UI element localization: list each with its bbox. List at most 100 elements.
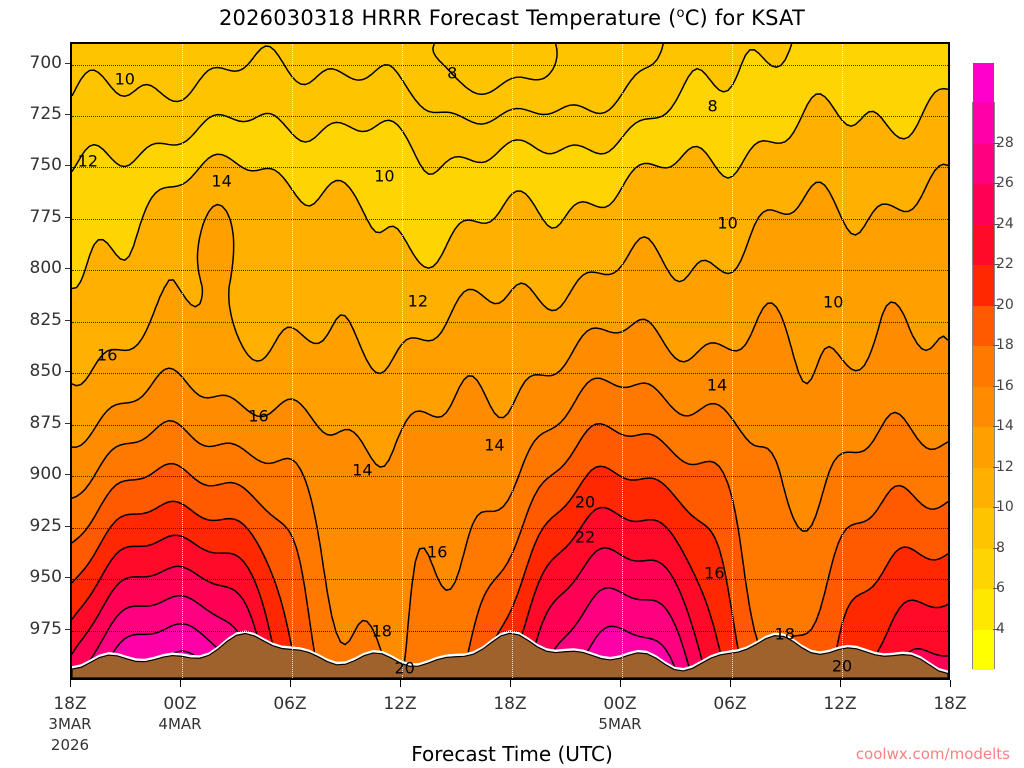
contour-label: 16: [248, 406, 269, 426]
x-axis-tick-mark: [950, 680, 951, 687]
y-axis-tick-mark: [65, 165, 70, 167]
gridline-vertical: [732, 44, 733, 678]
colorbar-tick-mark: [993, 628, 999, 630]
colorbar-band: [973, 508, 994, 549]
colorbar-tick-label: 6: [996, 580, 1005, 596]
gridline-horizontal: [72, 270, 948, 272]
colorbar-band: [973, 467, 994, 508]
y-axis-tick-mark: [65, 628, 70, 630]
contour-line: [72, 422, 948, 678]
colorbar-band: [973, 427, 994, 468]
gridline-horizontal: [72, 527, 948, 529]
contour-label: 20: [394, 658, 415, 678]
contour-label: 12: [77, 151, 99, 171]
colorbar-band: [973, 589, 994, 630]
x-axis-tick-label: 18Z: [53, 694, 87, 714]
contour-line: [72, 377, 948, 678]
shading-svg: [72, 44, 948, 678]
contour-label: 14: [484, 435, 505, 455]
contour-label: 8: [447, 63, 458, 83]
credit-link[interactable]: coolwx.com/modelts: [855, 745, 1010, 763]
contour-label: 10: [114, 69, 135, 89]
contour-label: 10: [823, 292, 844, 312]
contour-line: [72, 465, 948, 678]
colorbar-tick-mark: [993, 466, 999, 468]
gridline-horizontal: [72, 64, 948, 66]
contour-label: 10: [717, 213, 738, 233]
y-axis-tick-label: 700: [29, 52, 62, 73]
x-axis-tick-mark: [620, 680, 621, 687]
contour-label: 16: [427, 542, 448, 562]
y-axis-tick-label: 975: [29, 618, 62, 639]
colorbar-tick-label: 16: [996, 377, 1014, 394]
contour-line: [432, 44, 558, 96]
colorbar-band: [973, 62, 994, 103]
colorbar-band: [973, 386, 994, 427]
colorbar-tick-label: 18: [996, 337, 1014, 353]
contour-plot-area[interactable]: 10 8 8 12 14 10 10 10 12 16 14 16 14 14 20 22 16 16 18 18 20…: [70, 42, 950, 680]
y-axis-tick-label: 725: [29, 104, 62, 125]
colorbar-tick-label: 24: [996, 215, 1014, 232]
colorbar-tick-label: 22: [996, 256, 1014, 272]
x-axis-tick-mark: [70, 680, 71, 687]
colorbar-band: [973, 184, 994, 225]
x-axis-tick-label: 18Z: [933, 694, 967, 714]
colorbar-band: [973, 224, 994, 265]
title-text-a: 2026030318 HRRR Forecast Temperature (: [218, 6, 677, 30]
y-axis-tick-label: 800: [29, 258, 62, 279]
colorbar-band: [973, 629, 994, 670]
x-axis-tick-label: 00Z: [603, 694, 637, 714]
x-axis-date-label: 5MAR: [598, 715, 642, 733]
colorbar-tick-mark: [993, 345, 999, 346]
shading-band: [72, 466, 948, 678]
colorbar-tick-label: 12: [996, 458, 1014, 475]
y-axis-tick-mark: [65, 319, 70, 321]
x-axis-tick-label: 12Z: [383, 694, 417, 714]
y-axis-tick-label: 925: [29, 515, 62, 536]
contour-line: [72, 44, 793, 175]
x-axis-tick-mark: [730, 680, 731, 687]
gridline-vertical: [512, 44, 513, 678]
title-text-b: C) for KSAT: [684, 6, 806, 30]
y-axis-tick-mark: [65, 216, 70, 218]
gridline-horizontal: [72, 476, 948, 478]
contour-label: 14: [211, 171, 232, 191]
gridline-vertical: [842, 44, 843, 678]
gridline-horizontal: [72, 116, 948, 118]
colorbar-tick-mark: [993, 547, 999, 549]
x-axis-tick-mark: [400, 680, 401, 687]
x-axis-year-label: 2026: [50, 736, 90, 754]
colorbar[interactable]: [972, 62, 995, 670]
y-axis-tick-label: 900: [29, 464, 62, 485]
y-axis-tick-label: 950: [29, 567, 62, 588]
colorbar-tick-label: 10: [996, 499, 1014, 515]
x-axis-tick-label: 12Z: [823, 694, 857, 714]
page-title: 2026030318 HRRR Forecast Temperature (oC…: [0, 6, 1024, 30]
y-axis-tick-label: 875: [29, 412, 62, 433]
x-axis-tick-label: 18Z: [493, 694, 527, 714]
shading-band: [72, 44, 792, 175]
gridline-horizontal: [72, 218, 948, 220]
colorbar-tick-label: 20: [996, 296, 1014, 313]
y-axis-tick-mark: [65, 62, 70, 64]
contour-line: [72, 301, 948, 468]
temperature-shading: [72, 44, 948, 678]
colorbar-tick-label: 8: [996, 539, 1005, 556]
colorbar-band: [973, 265, 994, 306]
contour-label: 8: [707, 96, 718, 116]
y-axis-tick-mark: [65, 525, 70, 527]
y-axis-tick-label: 750: [29, 155, 62, 176]
gridline-vertical: [622, 44, 623, 678]
y-axis-tick-label: 850: [29, 361, 62, 382]
colorbar-band: [973, 143, 994, 184]
contour-label: 22: [574, 527, 596, 547]
x-axis-date-label: 3MAR: [48, 715, 92, 733]
contour-line: [72, 44, 664, 125]
x-axis-title: Forecast Time (UTC): [411, 742, 613, 766]
colorbar-tick-mark: [993, 588, 999, 589]
terrain-mask: [72, 632, 948, 678]
contour-label: 20: [831, 656, 853, 676]
gridline-horizontal: [72, 373, 948, 375]
x-axis-tick-mark: [510, 680, 511, 687]
